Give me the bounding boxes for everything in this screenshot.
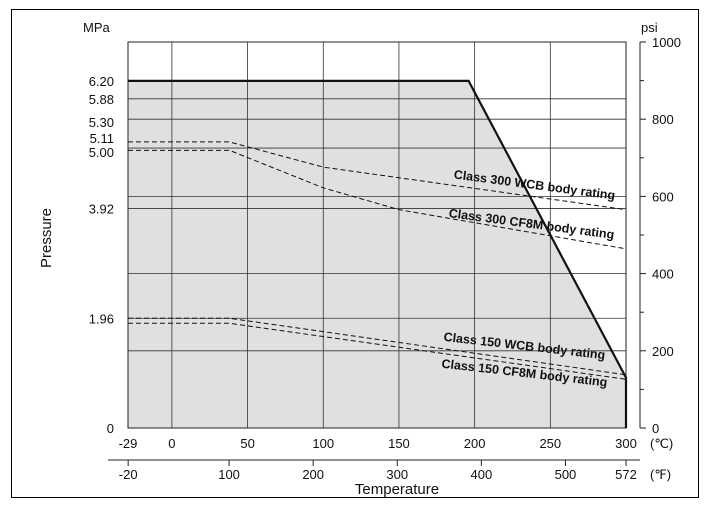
mpa-tick-label: 5.30: [89, 115, 114, 130]
psi-tick-label: 800: [652, 112, 674, 127]
series-line: [128, 149, 627, 250]
fahrenheit-unit: (℉): [650, 467, 671, 482]
mpa-tick-label: 3.92: [89, 202, 114, 217]
mpa-tick-label: 5.88: [89, 92, 114, 107]
fahrenheit-tick-label: 572: [615, 467, 637, 482]
y-axis-title: Pressure: [38, 208, 55, 268]
series-line: [128, 141, 627, 211]
psi-tick-label: 600: [652, 189, 674, 204]
mpa-tick-label: 5.11: [90, 131, 114, 146]
celsius-tick-label: 0: [168, 436, 175, 451]
celsius-tick-label: 150: [388, 436, 410, 451]
fahrenheit-tick-label: 500: [555, 467, 577, 482]
psi-tick-label: 1000: [652, 35, 681, 50]
fahrenheit-tick-label: 400: [471, 467, 493, 482]
mpa-tick-label: 0: [107, 421, 114, 436]
psi-tick-label: 200: [652, 344, 674, 359]
fahrenheit-tick-label: -20: [119, 467, 138, 482]
chart-frame: [11, 9, 699, 498]
psi-unit: psi: [641, 20, 658, 35]
celsius-tick-label: 50: [240, 436, 254, 451]
mpa-tick-label: 5.00: [89, 145, 114, 160]
psi-tick-label: 0: [652, 421, 659, 436]
series-line: [128, 317, 627, 376]
mpa-tick-label: 6.20: [89, 74, 114, 89]
celsius-tick-label: 300: [615, 436, 637, 451]
celsius-tick-label: 250: [539, 436, 561, 451]
series-line: [128, 322, 627, 380]
mpa-unit: MPa: [83, 20, 111, 35]
plot-border: [127, 41, 627, 429]
fahrenheit-tick-label: 300: [386, 467, 408, 482]
fahrenheit-tick-label: 100: [218, 467, 240, 482]
envelope-line: [128, 79, 628, 428]
x-axis-title: Temperature: [355, 481, 439, 498]
rating-area: [128, 80, 626, 429]
fahrenheit-tick-label: 200: [302, 467, 324, 482]
celsius-tick-label: -29: [119, 436, 138, 451]
psi-tick-label: 400: [652, 267, 674, 282]
celsius-tick-label: 200: [464, 436, 486, 451]
mpa-tick-label: 1.96: [89, 311, 114, 326]
celsius-tick-label: 100: [312, 436, 334, 451]
celsius-unit: (℃): [650, 436, 673, 451]
